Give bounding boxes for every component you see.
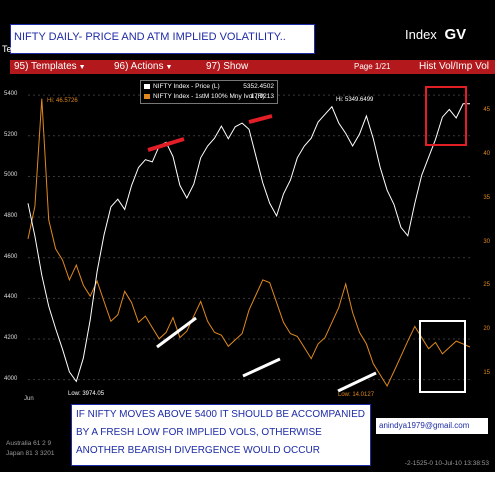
note-line-2: BY A FRESH LOW FOR IMPLIED VOLS, OTHERWI… — [76, 427, 322, 438]
vol-highlight-box — [419, 320, 466, 393]
price-trendline-1 — [147, 137, 185, 152]
toolbar: 95) Templates ▼ 96) Actions ▼ 97) Show Pag… — [10, 60, 495, 74]
footer-line-2: Japan 81 3 3201 — [6, 450, 55, 457]
note-line-1: IF NIFTY MOVES ABOVE 5400 IT SHOULD BE A… — [76, 409, 365, 420]
footer-timestamp: -2-1525-0 10-Jul-10 13:38:53 — [404, 460, 489, 467]
function-code: Index GV — [405, 26, 466, 43]
left-tick-label: 4200 — [4, 335, 18, 342]
show-label: 97) Show — [206, 61, 249, 72]
legend-vol: NIFTY Index - 1stM 100% Mny Ivol (R) — [144, 93, 265, 100]
actions-menu[interactable]: 96) Actions ▼ — [114, 61, 172, 72]
price-series-line — [27, 103, 471, 383]
templates-label: 95) Templates — [14, 61, 77, 72]
legend-price-value: 5352.4502 — [243, 83, 274, 90]
chart-title-box: NIFTY DAILY- PRICE AND ATM IMPLIED VOLAT… — [10, 24, 315, 54]
price-trendline-2 — [248, 114, 273, 124]
hi-price-annotation: Hi: 5349.6499 — [336, 97, 374, 103]
note-line-3: ANOTHER BEARISH DIVERGENCE WOULD OCCUR — [76, 445, 320, 456]
hist-imp-vol-tab[interactable]: Hist Vol/Imp Vol — [418, 61, 489, 72]
chevron-down-icon: ▼ — [165, 64, 173, 71]
chart-legend: NIFTY Index - Price (L) 5352.4502 NIFTY … — [140, 80, 278, 104]
left-tick-label: 5000 — [4, 172, 18, 179]
chevron-down-icon: ▼ — [78, 64, 86, 71]
left-tick-label: 5400 — [4, 91, 18, 98]
vol-trendline-2 — [242, 357, 281, 378]
right-tick-label: 45 — [483, 107, 490, 114]
implied-vol-series-line — [27, 98, 471, 388]
legend-vol-label: NIFTY Index - 1stM 100% Mny Ivol (R) — [153, 93, 265, 100]
x-tick-jun: Jun — [24, 396, 34, 402]
chart-grid — [28, 94, 470, 381]
left-tick-label: 4000 — [4, 375, 18, 382]
commentary-box: IF NIFTY MOVES ABOVE 5400 IT SHOULD BE A… — [71, 404, 371, 466]
page-indicator: Page 1/21 — [354, 62, 391, 71]
right-tick-label: 25 — [483, 282, 490, 289]
footer-line-1: Australia 61 2 9 — [6, 440, 52, 447]
left-tick-label: 4600 — [4, 253, 18, 260]
actions-label: 96) Actions — [114, 61, 164, 72]
price-swatch — [144, 83, 150, 89]
chart-title: NIFTY DAILY- PRICE AND ATM IMPLIED VOLAT… — [14, 31, 286, 43]
author-email: anindya1979@gmail.com — [379, 421, 470, 430]
email-box: anindya1979@gmail.com — [376, 418, 488, 434]
app-label: Index — [405, 27, 437, 42]
price-highlight-box — [425, 86, 467, 146]
right-tick-label: 35 — [483, 194, 490, 201]
vol-swatch — [144, 93, 150, 99]
right-tick-label: 40 — [483, 151, 490, 157]
right-tick-label: 30 — [483, 238, 490, 245]
low-vol-annotation: Low: 14.0127 — [338, 392, 375, 398]
legend-price-label: NIFTY Index - Price (L) — [153, 83, 220, 90]
right-tick-label: 15 — [483, 369, 490, 376]
low-price-annotation: Low: 3974.05 — [68, 391, 105, 397]
vol-trendline-1 — [156, 316, 197, 349]
left-tick-label: 5200 — [4, 131, 18, 138]
legend-vol-value: 17.9213 — [250, 93, 275, 100]
app-code: GV — [444, 26, 467, 43]
left-stub-label: Te — [2, 44, 12, 54]
bottom-margin — [0, 472, 495, 495]
show-menu[interactable]: 97) Show — [206, 61, 248, 72]
legend-price: NIFTY Index - Price (L) — [144, 83, 220, 90]
vol-trendline-3 — [337, 371, 377, 393]
hi-vol-annotation: Hi: 46.5726 — [47, 98, 78, 104]
right-tick-label: 20 — [483, 326, 490, 332]
left-tick-label: 4400 — [4, 294, 18, 301]
templates-menu[interactable]: 95) Templates ▼ — [14, 61, 86, 72]
left-tick-label: 4800 — [4, 213, 18, 220]
